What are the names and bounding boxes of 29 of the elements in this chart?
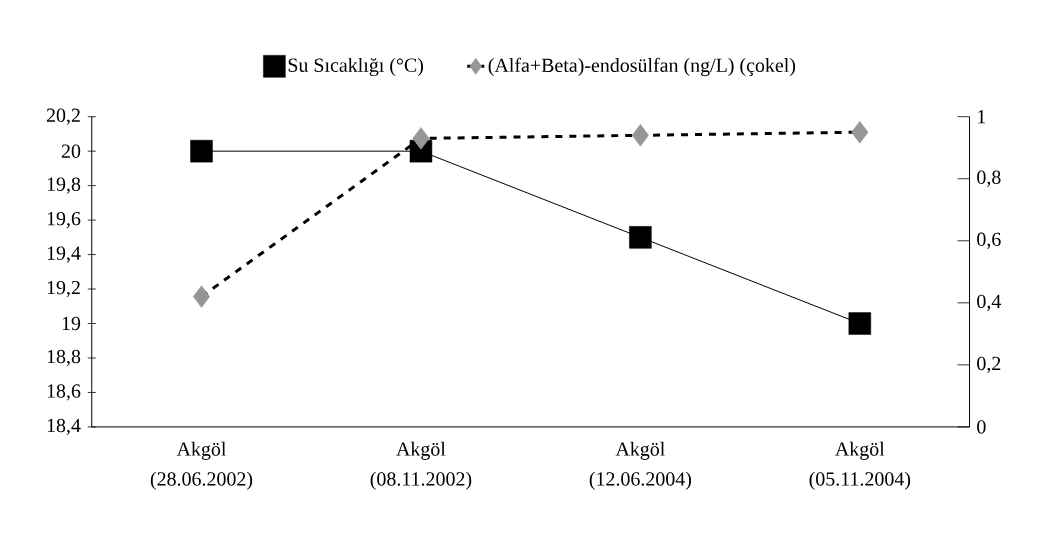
y-tick-label: 18,8 (47, 350, 81, 367)
point (193, 285, 210, 309)
x-tick-label: Akgöl (28.06.2002) (150, 441, 253, 490)
y2-tick-label: 0,4 (977, 294, 1002, 312)
y-tick-label: 19,4 (47, 246, 81, 263)
x-tick-label: Akgöl (08.11.2002) (370, 441, 472, 490)
y-tick-label: 19,8 (47, 177, 81, 194)
y-tick-label: 19,6 (47, 212, 81, 229)
y2-tick-label: 0 (977, 420, 986, 434)
point (631, 124, 649, 147)
point (412, 127, 430, 150)
point (851, 121, 869, 144)
x-tick-label: Akgöl (05.11.2004) (809, 441, 911, 490)
y2-tick-label: 0,6 (977, 232, 1001, 250)
point (190, 140, 213, 163)
point (629, 226, 652, 249)
y-tick-label: 20,2 (46, 108, 80, 126)
legend-label: (Alfa+Beta)-endosülfan (ng/L) (çokel) (488, 57, 796, 77)
y-tick-label: 20 (61, 144, 81, 159)
point (848, 312, 872, 335)
y-tick-label: 19 (62, 317, 81, 331)
x-tick-label: Akgöl (12.06.2004) (589, 441, 692, 490)
y2-tick-label: 0,8 (977, 170, 1001, 188)
y-tick-label: 18,4 (47, 418, 81, 436)
y-tick-label: 18,6 (47, 384, 81, 401)
y-tick-label: 19,2 (47, 281, 80, 298)
y2-tick-label: 1 (978, 110, 986, 124)
legend-label: Su Sıcaklığı (°C) (288, 58, 424, 77)
y2-tick-label: 0,2 (977, 356, 1001, 374)
